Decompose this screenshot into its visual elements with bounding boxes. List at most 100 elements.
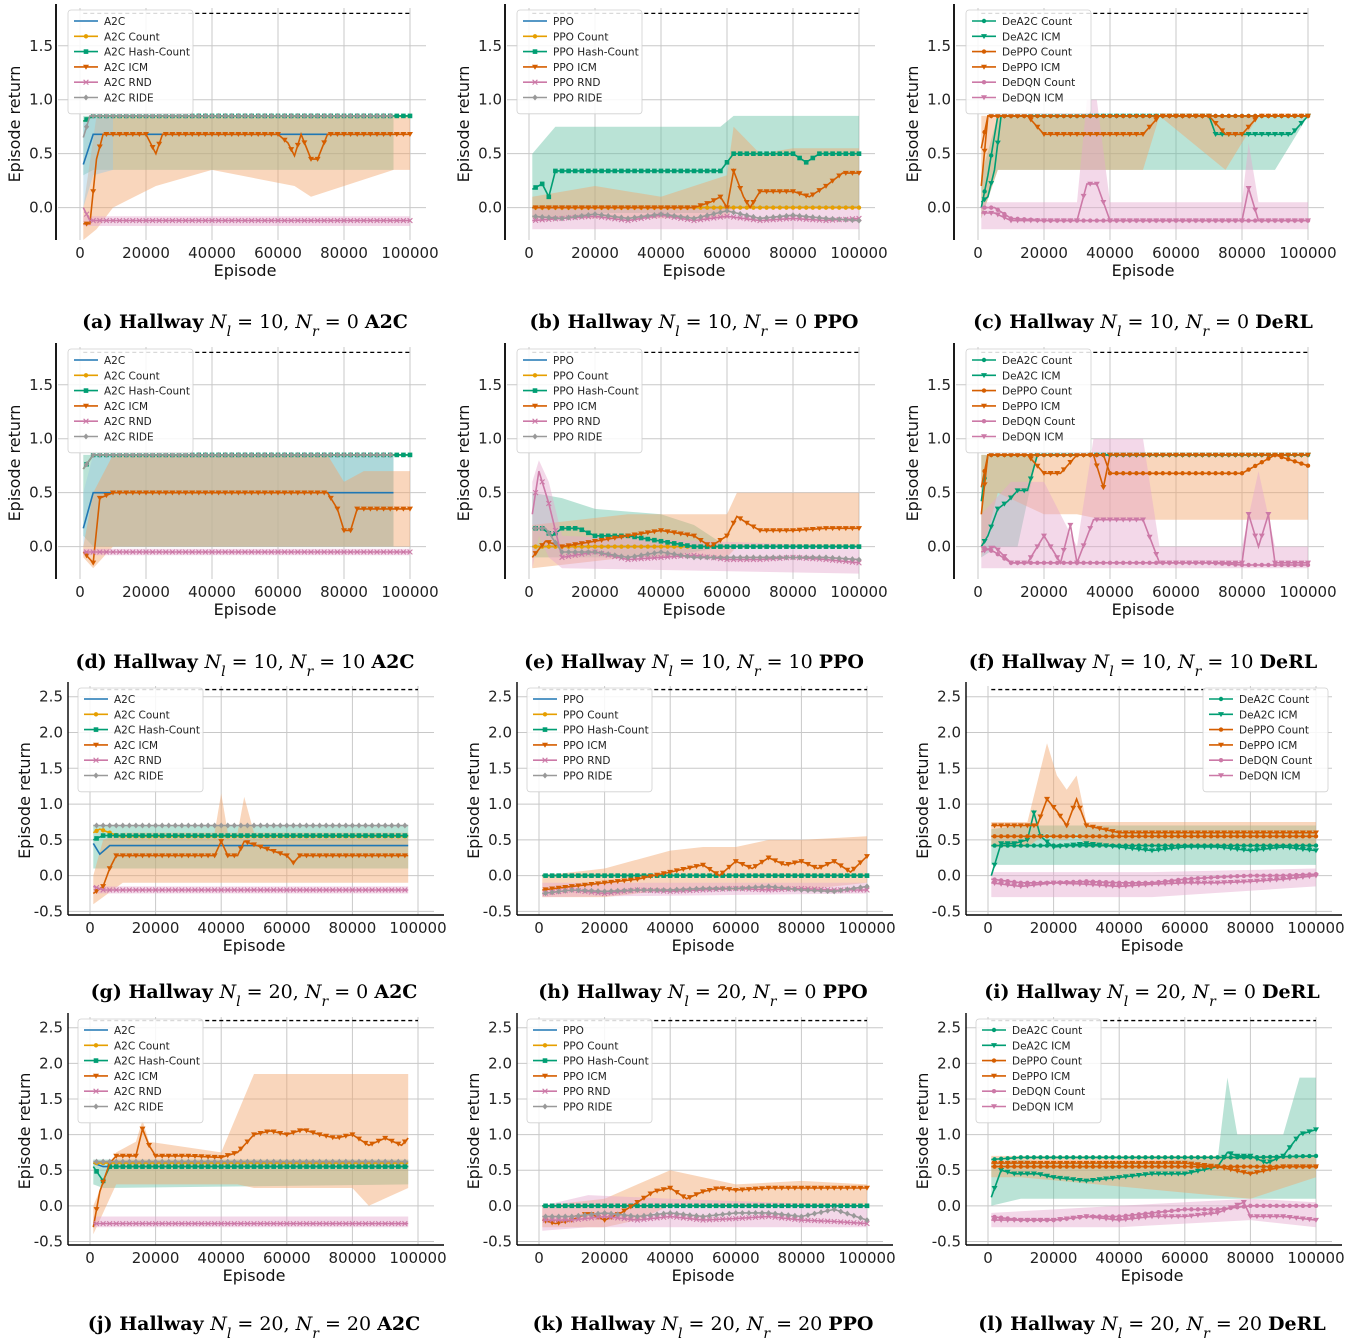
series-marker xyxy=(1221,1165,1228,1171)
series-marker xyxy=(84,123,90,130)
series-marker xyxy=(850,1185,857,1191)
series-marker xyxy=(348,451,354,458)
series-marker xyxy=(1182,1155,1188,1160)
panel-k: 0 20000 40000 60000 80000 100000-0.50.00.51.0… xyxy=(464,1013,896,1338)
x-tick-label: 0 xyxy=(534,919,544,937)
series-marker xyxy=(1096,1215,1103,1221)
series-marker xyxy=(334,549,341,555)
series-marker xyxy=(251,1132,257,1138)
series-marker xyxy=(704,216,710,222)
series-marker xyxy=(586,168,591,174)
series-marker xyxy=(323,822,329,829)
series-marker xyxy=(1113,218,1120,224)
series-marker xyxy=(849,556,855,563)
series-marker xyxy=(255,490,262,496)
series-marker xyxy=(634,877,641,883)
series-marker xyxy=(1166,218,1173,224)
series-marker xyxy=(654,1211,660,1218)
series-marker xyxy=(779,873,785,878)
series-marker xyxy=(1189,834,1194,839)
legend-marker xyxy=(532,79,538,85)
legend-marker xyxy=(991,1058,997,1063)
y-tick-label: 1.5 xyxy=(39,1090,63,1108)
series-marker xyxy=(1253,1214,1260,1220)
series-marker xyxy=(745,864,752,870)
series-marker xyxy=(315,451,321,458)
series-marker xyxy=(1179,560,1186,566)
series-marker xyxy=(991,1160,998,1166)
series-marker xyxy=(367,132,374,138)
legend-marker xyxy=(981,388,987,393)
series-marker xyxy=(1030,810,1037,816)
series-marker xyxy=(380,549,387,555)
series-marker xyxy=(726,864,733,870)
series-marker xyxy=(130,217,136,224)
legend-marker xyxy=(1218,742,1224,748)
series-marker xyxy=(301,140,308,146)
series-marker xyxy=(737,186,744,192)
series-marker xyxy=(1127,471,1133,476)
series-marker xyxy=(1246,467,1251,472)
series-marker xyxy=(1248,834,1253,839)
series-marker xyxy=(1055,452,1060,458)
series-marker xyxy=(746,1203,752,1209)
series-marker xyxy=(830,151,835,156)
legend-marker xyxy=(83,373,89,378)
series-marker xyxy=(988,524,995,530)
series-marker xyxy=(710,198,717,204)
series-marker xyxy=(559,554,565,561)
series-marker xyxy=(665,540,670,545)
series-marker xyxy=(1008,218,1014,224)
legend-marker xyxy=(991,1027,997,1033)
series-marker xyxy=(608,879,615,885)
legend-entry: PPO xyxy=(553,355,574,367)
series-marker xyxy=(1169,1208,1174,1214)
series-marker xyxy=(1122,830,1129,836)
series-marker xyxy=(376,1164,381,1169)
series-marker xyxy=(562,884,569,890)
series-marker xyxy=(733,1209,739,1216)
series-marker xyxy=(667,886,673,893)
series-marker xyxy=(1067,218,1074,224)
series-line xyxy=(92,1126,409,1228)
series-marker xyxy=(153,833,158,838)
series-marker xyxy=(185,1153,192,1159)
series-marker xyxy=(1089,1177,1096,1183)
series-marker xyxy=(1305,218,1311,224)
y-tick-label: 0.5 xyxy=(39,1161,63,1179)
series-marker xyxy=(1253,562,1258,568)
confidence-band xyxy=(991,1077,1316,1206)
series-marker xyxy=(1004,1160,1011,1166)
series-marker xyxy=(798,1217,805,1223)
series-marker xyxy=(737,210,743,217)
series-marker xyxy=(776,189,783,195)
series-marker xyxy=(585,205,592,211)
series-marker xyxy=(770,214,776,221)
series-marker xyxy=(231,853,238,859)
series-marker xyxy=(211,853,218,859)
series-marker xyxy=(652,168,657,174)
series-marker xyxy=(1261,1203,1266,1209)
series-marker xyxy=(713,1216,719,1223)
series-marker xyxy=(614,879,621,885)
legend-marker xyxy=(83,64,89,70)
series-marker xyxy=(216,451,222,458)
series-marker xyxy=(1252,117,1259,123)
series-marker xyxy=(704,554,710,561)
series-marker xyxy=(1051,1155,1056,1160)
series-marker xyxy=(1017,1217,1024,1223)
series-marker xyxy=(710,542,717,548)
series-marker xyxy=(1038,1164,1043,1169)
legend-marker xyxy=(981,434,987,440)
series-marker xyxy=(127,833,132,838)
series-marker xyxy=(1253,1156,1260,1162)
series-marker xyxy=(1136,834,1142,839)
series-marker xyxy=(664,529,671,535)
series-marker xyxy=(601,1217,608,1223)
series-marker xyxy=(375,1220,382,1227)
x-axis-label: Episode xyxy=(663,261,726,280)
series-marker xyxy=(264,1129,271,1135)
series-marker xyxy=(1031,843,1037,848)
y-tick-label: 0.0 xyxy=(937,867,961,885)
